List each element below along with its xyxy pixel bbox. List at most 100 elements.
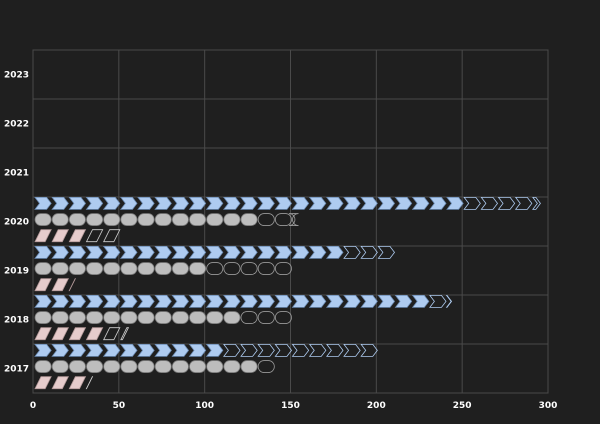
bar-icon-filled xyxy=(171,245,190,259)
bar-icon-empty xyxy=(514,196,533,210)
bar-icon-empty xyxy=(429,294,447,308)
bar-icon-empty xyxy=(360,343,378,357)
bar-icon-filled xyxy=(343,196,361,210)
x-tick-label: 250 xyxy=(453,401,472,411)
bar-icon-filled xyxy=(68,278,76,292)
bar-icon-empty xyxy=(360,245,378,259)
bar-icon-filled xyxy=(257,294,275,308)
bar-icon-filled xyxy=(51,360,69,373)
x-tick-label: 150 xyxy=(281,401,300,411)
bar-icon-filled xyxy=(154,262,172,275)
bar-icon-filled xyxy=(394,196,413,210)
bar-icon-filled xyxy=(68,343,87,357)
bar-icon-filled xyxy=(34,343,52,357)
bar-icon-filled xyxy=(103,213,121,226)
bar-icon-empty xyxy=(377,245,396,259)
bar-icon-filled xyxy=(326,294,344,308)
bar-icon-empty xyxy=(308,343,327,357)
bar-icon-filled xyxy=(206,213,224,226)
bar-icon-filled xyxy=(257,245,275,259)
bar-icon-filled xyxy=(120,213,138,226)
bar-icon-empty xyxy=(120,327,130,341)
bar-icon-filled xyxy=(120,262,138,275)
bars-layer xyxy=(34,196,541,390)
bar-icon-filled xyxy=(188,294,207,308)
bar-icon-filled xyxy=(154,343,172,357)
bar-icon-filled xyxy=(291,196,310,210)
bar-icon-filled xyxy=(188,343,207,357)
grid-layer xyxy=(32,49,549,394)
bar-icon-empty xyxy=(497,196,516,210)
bar-icon-filled xyxy=(137,360,155,373)
bar-icon-filled xyxy=(171,343,190,357)
bar-icon-filled xyxy=(51,278,69,292)
bar-icon-filled xyxy=(189,262,207,275)
bar-icon-filled xyxy=(86,311,104,324)
bar-icon-filled xyxy=(326,196,344,210)
bar-icon-filled xyxy=(68,213,86,226)
bar-icon-filled xyxy=(171,360,189,373)
bar-icon-empty xyxy=(206,262,224,275)
bar-icon-filled xyxy=(223,196,241,210)
bar-icon-filled xyxy=(137,311,155,324)
bar-icon-filled xyxy=(85,294,104,308)
y-tick-label: 2019 xyxy=(4,267,29,277)
bar-icon-filled xyxy=(240,213,258,226)
bar-icon-filled xyxy=(68,327,87,341)
bar-icon-empty xyxy=(257,343,275,357)
bar-icon-filled xyxy=(51,229,69,243)
bar-icon-filled xyxy=(85,327,104,341)
bar-icon-filled xyxy=(205,294,224,308)
y-tick-label: 2018 xyxy=(4,316,29,326)
y-tick-label: 2023 xyxy=(4,71,29,81)
bar-icon-filled xyxy=(240,294,258,308)
bar-icon-empty xyxy=(257,311,275,324)
bar-icon-empty xyxy=(257,262,275,275)
bar-icon-filled xyxy=(446,196,464,210)
bar-icon-filled xyxy=(68,262,86,275)
bar-icon-filled xyxy=(34,376,52,390)
bar-icon-filled xyxy=(51,327,69,341)
bar-icon-filled xyxy=(86,213,104,226)
bar-icon-filled xyxy=(308,245,327,259)
bar-icon-empty xyxy=(240,262,258,275)
bar-icon-filled xyxy=(274,294,293,308)
bar-icon-filled xyxy=(171,262,189,275)
bar-icon-filled xyxy=(68,229,87,243)
bar-icon-filled xyxy=(137,343,155,357)
bar-icon-filled xyxy=(326,245,344,259)
bar-icon-filled xyxy=(137,294,155,308)
bar-icon-filled xyxy=(205,343,224,357)
y-tick-label: 2021 xyxy=(4,169,29,179)
bar-icon-filled xyxy=(206,360,224,373)
bar-icon-empty xyxy=(257,213,275,226)
bar-icon-filled xyxy=(120,311,138,324)
bar-icon-empty xyxy=(445,294,453,308)
y-tick-label: 2022 xyxy=(4,120,29,130)
bar-icon-filled xyxy=(154,311,172,324)
bar-icon-filled xyxy=(154,196,172,210)
bar-icon-filled xyxy=(102,196,121,210)
bar-icon-empty xyxy=(85,376,94,390)
bar-icon-filled xyxy=(51,213,69,226)
y-tick-label: 2017 xyxy=(4,365,29,375)
bar-icon-empty xyxy=(103,229,121,243)
bar-icon-filled xyxy=(343,294,361,308)
bar-icon-filled xyxy=(68,245,87,259)
x-tick-label: 300 xyxy=(539,401,558,411)
bar-icon-filled xyxy=(360,294,378,308)
bar-icon-empty xyxy=(274,343,293,357)
bar-icon-filled xyxy=(223,294,241,308)
y-tick-label: 2020 xyxy=(4,218,29,228)
bar-icon-filled xyxy=(257,196,275,210)
bar-icon-filled xyxy=(120,294,138,308)
bar-icon-filled xyxy=(154,213,172,226)
bar-icon-filled xyxy=(34,311,52,324)
bar-icon-empty xyxy=(480,196,499,210)
bar-icon-filled xyxy=(51,294,69,308)
bar-icon-filled xyxy=(205,245,224,259)
bar-icon-filled xyxy=(377,196,396,210)
bar-icon-filled xyxy=(34,262,52,275)
bar-icon-filled xyxy=(171,196,190,210)
